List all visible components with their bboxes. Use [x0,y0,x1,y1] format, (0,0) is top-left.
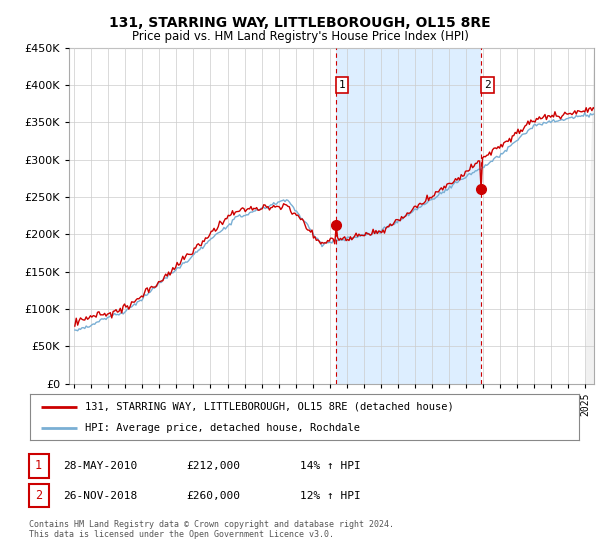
Text: £212,000: £212,000 [186,461,240,471]
Text: 1: 1 [35,459,42,473]
Text: 12% ↑ HPI: 12% ↑ HPI [300,491,361,501]
Text: 1: 1 [339,80,346,90]
Polygon shape [586,48,594,384]
Text: 131, STARRING WAY, LITTLEBOROUGH, OL15 8RE: 131, STARRING WAY, LITTLEBOROUGH, OL15 8… [109,16,491,30]
Text: 131, STARRING WAY, LITTLEBOROUGH, OL15 8RE (detached house): 131, STARRING WAY, LITTLEBOROUGH, OL15 8… [85,402,454,412]
Text: 28-MAY-2010: 28-MAY-2010 [63,461,137,471]
Bar [336,48,481,384]
Text: £260,000: £260,000 [186,491,240,501]
Text: 14% ↑ HPI: 14% ↑ HPI [300,461,361,471]
Text: 2: 2 [484,80,491,90]
Text: 2: 2 [35,489,42,502]
Text: HPI: Average price, detached house, Rochdale: HPI: Average price, detached house, Roch… [85,423,360,433]
Text: Contains HM Land Registry data © Crown copyright and database right 2024.
This d: Contains HM Land Registry data © Crown c… [29,520,394,539]
Text: Price paid vs. HM Land Registry's House Price Index (HPI): Price paid vs. HM Land Registry's House … [131,30,469,43]
Text: 26-NOV-2018: 26-NOV-2018 [63,491,137,501]
